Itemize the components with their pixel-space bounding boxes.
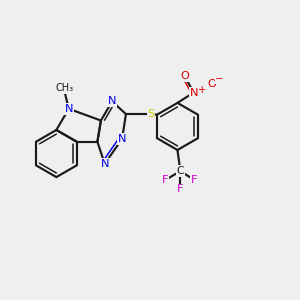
Text: CH₃: CH₃	[55, 83, 74, 93]
Text: +: +	[198, 85, 206, 94]
Text: O: O	[180, 71, 189, 81]
Text: N: N	[100, 159, 109, 169]
Text: N: N	[118, 134, 126, 144]
Text: S: S	[147, 109, 155, 119]
Text: F: F	[177, 184, 184, 194]
Text: C: C	[177, 166, 184, 176]
Text: O: O	[207, 79, 216, 89]
Text: −: −	[215, 74, 224, 84]
Text: F: F	[191, 175, 198, 185]
Text: N: N	[189, 88, 198, 98]
Text: N: N	[64, 104, 73, 114]
Text: F: F	[162, 175, 168, 185]
Text: N: N	[108, 96, 116, 106]
